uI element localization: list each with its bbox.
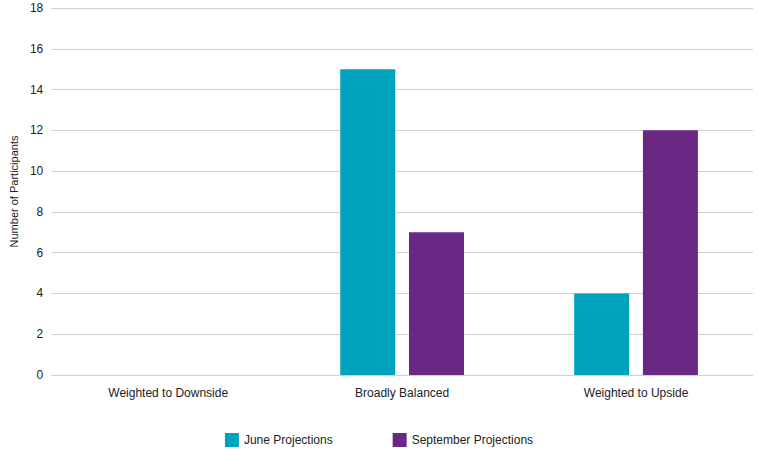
svg-text:14: 14 — [30, 83, 44, 97]
svg-text:June Projections: June Projections — [244, 433, 333, 447]
svg-text:0: 0 — [37, 368, 44, 382]
svg-text:September Projections: September Projections — [412, 433, 533, 447]
svg-text:6: 6 — [37, 246, 44, 260]
svg-text:8: 8 — [37, 205, 44, 219]
svg-text:10: 10 — [30, 164, 44, 178]
svg-text:4: 4 — [37, 286, 44, 300]
svg-text:18: 18 — [30, 1, 44, 15]
svg-text:12: 12 — [30, 123, 44, 137]
svg-text:16: 16 — [30, 42, 44, 56]
svg-text:Weighted to Downside: Weighted to Downside — [108, 386, 228, 400]
svg-text:2: 2 — [37, 327, 44, 341]
svg-text:Number of Participants: Number of Participants — [8, 135, 20, 247]
svg-text:Broadly Balanced: Broadly Balanced — [355, 386, 449, 400]
svg-text:Weighted to Upside: Weighted to Upside — [584, 386, 689, 400]
